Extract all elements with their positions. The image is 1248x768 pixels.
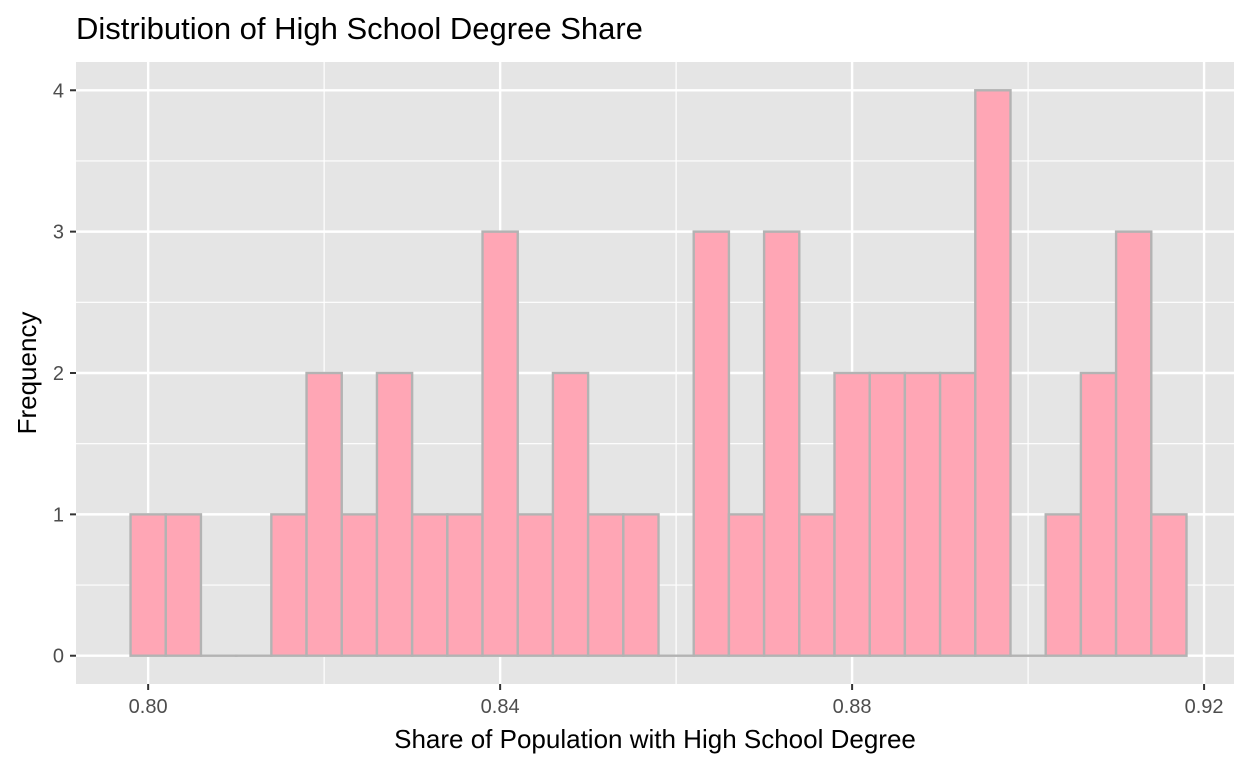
- histogram-bar: [305, 371, 343, 657]
- histogram-bar: [903, 371, 942, 657]
- histogram-bar: [692, 230, 731, 657]
- histogram-bar: [164, 513, 203, 657]
- histogram-bar: [410, 513, 449, 657]
- histogram-bar: [129, 513, 167, 657]
- histogram-bar: [481, 230, 519, 657]
- y-axis-title: Frequency: [12, 312, 42, 435]
- histogram-bar: [375, 371, 414, 657]
- x-tick-label: 0.84: [481, 696, 520, 718]
- y-tick-label: 0: [53, 646, 64, 668]
- histogram-bar: [446, 513, 484, 657]
- x-axis: 0.80 0.84 0.88 0.92: [129, 684, 1224, 718]
- y-tick-label: 4: [53, 80, 64, 102]
- histogram-bar: [974, 89, 1012, 657]
- histogram-bar: [340, 513, 379, 657]
- histogram-bar: [270, 513, 308, 657]
- histogram-bar: [1150, 513, 1188, 657]
- histogram-bars: [129, 89, 1188, 657]
- histogram-bar: [1114, 230, 1153, 657]
- histogram-bar: [938, 371, 977, 657]
- histogram-bar: [586, 513, 625, 657]
- histogram-bar: [868, 371, 907, 657]
- y-axis: 0 1 2 3 4: [53, 80, 76, 668]
- x-axis-title: Share of Population with High School Deg…: [394, 724, 916, 754]
- histogram-bar: [551, 371, 590, 657]
- histogram-bar: [1044, 513, 1083, 657]
- x-tick-label: 0.92: [1185, 696, 1224, 718]
- x-tick-label: 0.80: [129, 696, 168, 718]
- histogram-bar: [762, 230, 801, 657]
- histogram-bar: [1079, 371, 1118, 657]
- histogram-bar: [833, 371, 871, 657]
- y-tick-label: 3: [53, 222, 64, 244]
- y-tick-label: 2: [53, 363, 64, 385]
- chart-title: Distribution of High School Degree Share: [76, 11, 643, 46]
- histogram-bar: [727, 513, 766, 657]
- histogram-bar: [622, 513, 660, 657]
- x-tick-label: 0.88: [833, 696, 872, 718]
- y-tick-label: 1: [53, 504, 64, 526]
- histogram-bar: [798, 513, 836, 657]
- histogram-bar: [516, 513, 555, 657]
